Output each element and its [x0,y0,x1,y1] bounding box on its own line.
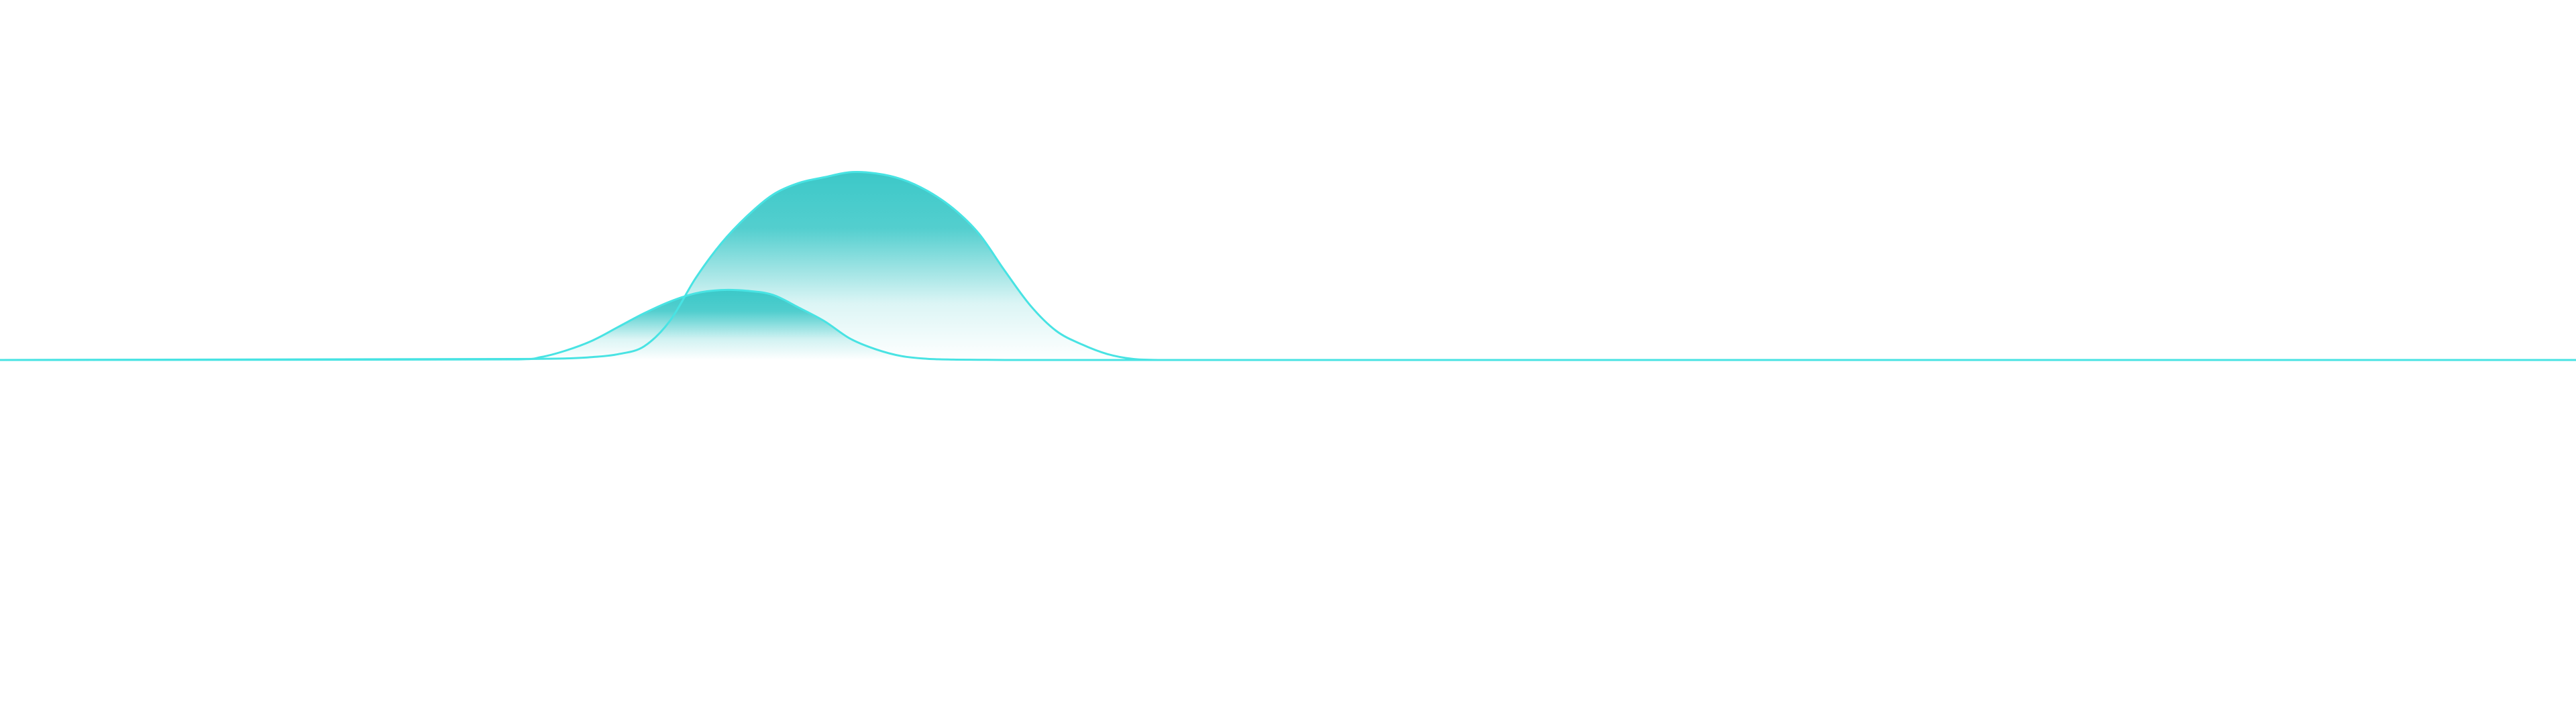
series-2-line [0,170,2576,361]
series-layer [0,170,2576,361]
series-2-area [0,172,2576,360]
series-1-area [0,290,2576,360]
series-1-line [0,288,2576,361]
